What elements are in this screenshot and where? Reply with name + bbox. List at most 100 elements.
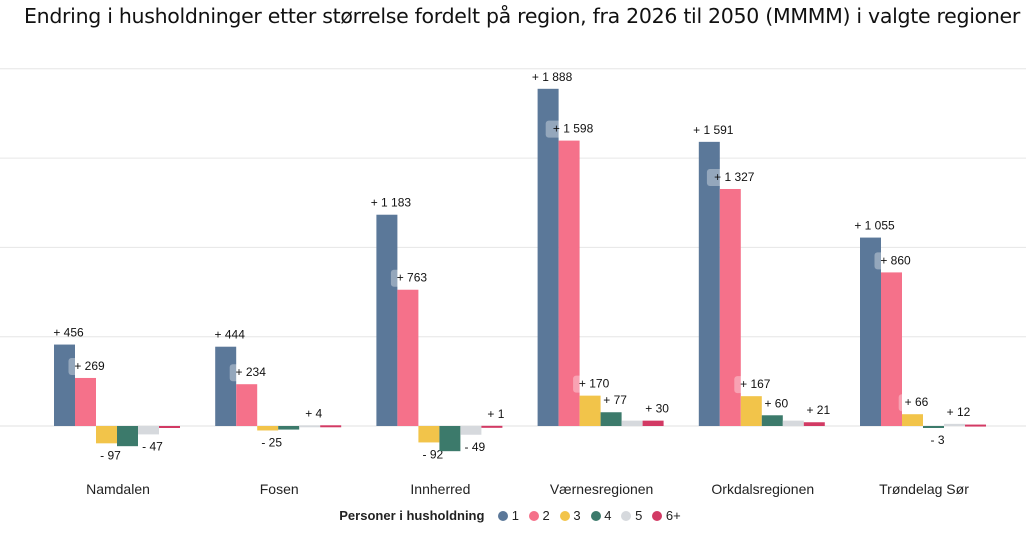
data-label-bg bbox=[229, 364, 272, 382]
bar-series-2-4 bbox=[719, 188, 741, 426]
legend-swatch bbox=[559, 511, 570, 521]
legend-label: 3 bbox=[569, 508, 581, 523]
legend-item-1: 1 bbox=[494, 508, 519, 523]
data-label: - 25 bbox=[261, 435, 282, 449]
data-label: + 444 bbox=[215, 328, 246, 342]
bar-series-1-0 bbox=[54, 344, 75, 426]
data-label: + 1 055 bbox=[854, 219, 895, 233]
legend-swatch bbox=[498, 511, 509, 521]
legend-label: 4 bbox=[600, 508, 612, 523]
legend-swatch bbox=[528, 511, 539, 521]
category-label: Trøndelag Sør bbox=[879, 481, 969, 497]
bar-series-2-2 bbox=[397, 289, 419, 426]
bar-series-6+-2 bbox=[481, 425, 503, 428]
legend-label: 1 bbox=[508, 508, 519, 523]
data-label: + 77 bbox=[603, 393, 627, 407]
data-label-bg bbox=[390, 269, 433, 287]
data-label: + 167 bbox=[740, 377, 771, 391]
bar-series-4-3 bbox=[600, 412, 622, 426]
bar-series-2-1 bbox=[236, 384, 258, 426]
bar-series-5-2 bbox=[460, 426, 482, 435]
bar-series-3-5 bbox=[902, 414, 923, 426]
data-label-bg bbox=[898, 394, 935, 412]
data-label: + 12 bbox=[947, 405, 971, 419]
data-label: - 49 bbox=[465, 440, 486, 454]
legend: Personer i husholdning 1 2 3 4 5 6+ bbox=[0, 508, 1026, 523]
category-label: Værnesregionen bbox=[550, 481, 654, 497]
legend-items: 1 2 3 4 5 6+ bbox=[494, 508, 687, 523]
bar-series-5-5 bbox=[944, 423, 965, 426]
legend-label: 2 bbox=[538, 508, 550, 523]
legend-item-5: 5 bbox=[617, 508, 642, 523]
bar-series-1-5 bbox=[860, 237, 881, 426]
bar-series-1-4 bbox=[698, 141, 720, 426]
data-label: - 3 bbox=[930, 433, 944, 447]
data-label: + 456 bbox=[53, 326, 84, 340]
data-label: + 1 591 bbox=[693, 123, 734, 137]
bar-series-6+-4 bbox=[803, 422, 825, 426]
bar-series-3-0 bbox=[96, 426, 117, 444]
bar-series-2-0 bbox=[75, 377, 96, 426]
bar-series-1-2 bbox=[376, 214, 398, 426]
data-label: + 30 bbox=[645, 402, 669, 416]
data-label: - 92 bbox=[423, 447, 444, 461]
data-label: + 860 bbox=[880, 253, 911, 267]
data-label: - 97 bbox=[100, 448, 121, 462]
data-label-bg bbox=[68, 357, 111, 375]
data-label: - 47 bbox=[142, 439, 163, 453]
bar-series-5-4 bbox=[782, 420, 804, 426]
data-label: + 66 bbox=[905, 395, 929, 409]
data-label-bg bbox=[545, 120, 601, 138]
bar-series-4-0 bbox=[117, 426, 138, 447]
bar-series-5-1 bbox=[299, 425, 321, 428]
bar-series-2-3 bbox=[558, 140, 580, 426]
data-label: + 234 bbox=[236, 365, 267, 379]
data-label: + 1 598 bbox=[553, 122, 594, 136]
category-label: Innherred bbox=[410, 481, 470, 497]
bar-series-4-2 bbox=[439, 426, 461, 452]
bar-series-3-3 bbox=[579, 395, 601, 426]
bar-series-3-1 bbox=[257, 426, 279, 431]
bar-series-6+-5 bbox=[965, 424, 986, 427]
legend-swatch bbox=[621, 511, 632, 521]
bar-series-3-4 bbox=[740, 396, 762, 426]
bar-series-6+-0 bbox=[159, 426, 180, 428]
data-label: + 1 bbox=[487, 407, 504, 421]
bar-series-1-3 bbox=[537, 88, 559, 427]
data-label: + 21 bbox=[806, 403, 830, 417]
legend-item-6+: 6+ bbox=[648, 508, 681, 523]
bar-series-6+-1 bbox=[320, 425, 342, 428]
data-label: + 4 bbox=[305, 406, 322, 420]
bar-series-1-1 bbox=[215, 346, 237, 426]
bar-series-5-3 bbox=[621, 420, 643, 426]
bar-series-6+-3 bbox=[642, 420, 664, 426]
data-label: + 763 bbox=[397, 271, 428, 285]
data-label: + 269 bbox=[74, 359, 105, 373]
bar-series-3-2 bbox=[418, 426, 440, 443]
bar-series-2-5 bbox=[881, 272, 902, 426]
category-label: Fosen bbox=[260, 481, 299, 497]
data-label: + 1 183 bbox=[371, 196, 412, 210]
data-label: + 1 327 bbox=[714, 170, 755, 184]
data-label: + 170 bbox=[579, 377, 610, 391]
legend-item-2: 2 bbox=[525, 508, 550, 523]
legend-swatch bbox=[590, 511, 601, 521]
legend-title: Personer i husholdning bbox=[339, 508, 485, 523]
bar-series-5-0 bbox=[138, 426, 159, 435]
chart-title: Endring i husholdninger etter størrelse … bbox=[24, 4, 1020, 28]
bar-series-4-4 bbox=[761, 415, 783, 426]
category-label: Orkdalsregionen bbox=[711, 481, 814, 497]
category-label: Namdalen bbox=[86, 481, 150, 497]
data-label-bg bbox=[734, 376, 777, 394]
legend-item-3: 3 bbox=[556, 508, 581, 523]
data-label-bg bbox=[874, 252, 917, 270]
legend-item-4: 4 bbox=[587, 508, 612, 523]
bar-series-4-5 bbox=[923, 426, 944, 428]
legend-label: 6+ bbox=[662, 508, 681, 523]
legend-swatch bbox=[652, 511, 663, 521]
data-label-bg bbox=[573, 375, 616, 393]
data-label: + 1 888 bbox=[532, 70, 573, 84]
legend-label: 5 bbox=[631, 508, 643, 523]
data-label: + 60 bbox=[764, 396, 788, 410]
